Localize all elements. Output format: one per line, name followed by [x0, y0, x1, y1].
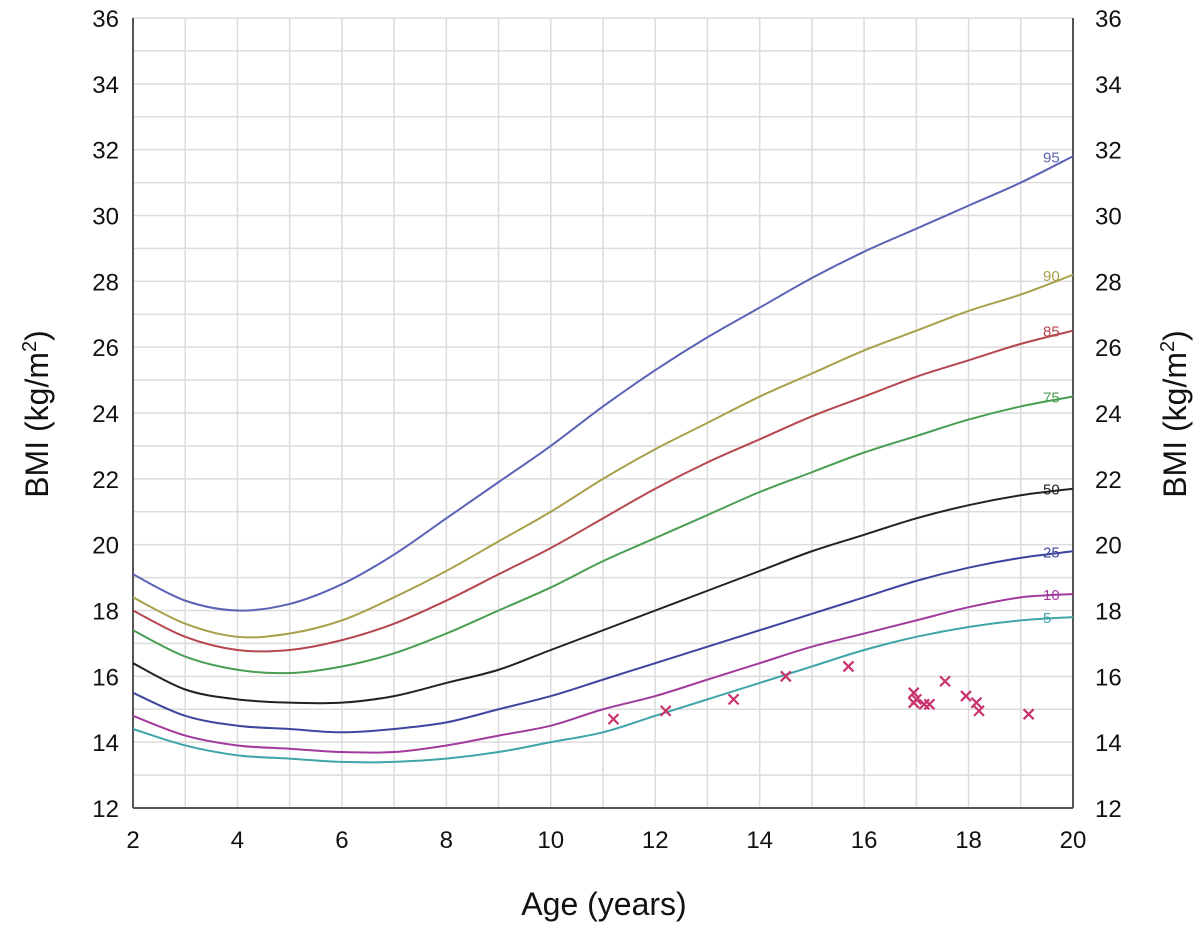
- y-tick-label-left: 32: [92, 138, 119, 165]
- y-tick-label-right: 28: [1095, 269, 1122, 296]
- scatter-point: [923, 698, 936, 711]
- y-tick-label-left: 18: [92, 599, 119, 626]
- y-tick-label-left: 16: [92, 664, 119, 691]
- y-tick-label-left: 26: [92, 335, 119, 362]
- x-tick-label: 16: [851, 827, 878, 854]
- y-tick-label-right: 30: [1095, 204, 1122, 231]
- percentile-label-10: 10: [1043, 587, 1060, 604]
- scatter-point: [1022, 708, 1035, 720]
- scatter-point: [973, 705, 985, 717]
- percentile-label-5: 5: [1043, 610, 1051, 627]
- percentile-label-95: 95: [1043, 149, 1060, 166]
- y-tick-label-left: 14: [92, 730, 119, 757]
- y-tick-label-right: 36: [1095, 6, 1122, 33]
- percentile-curve-25: [132, 550, 1074, 734]
- y-axis-title-left: BMI (kg/m2): [19, 330, 55, 498]
- y-tick-label-left: 20: [92, 533, 119, 560]
- y-tick-label-right: 34: [1095, 72, 1122, 99]
- scatter-point: [607, 713, 620, 725]
- axes: [132, 18, 1074, 809]
- y-tick-label-right: 18: [1095, 599, 1122, 626]
- y-tick-label-left: 24: [92, 401, 119, 428]
- y-tick-label-right: 26: [1095, 335, 1122, 362]
- y-tick-label-left: 28: [92, 269, 119, 296]
- x-axis-title: Age (years): [521, 886, 686, 922]
- percentile-curve-50: [132, 487, 1074, 705]
- scatter-point: [907, 696, 920, 709]
- scatter-points: [607, 660, 1035, 725]
- percentile-label-85: 85: [1043, 324, 1060, 341]
- percentile-curve-85: [132, 329, 1074, 653]
- scatter-point: [960, 690, 972, 702]
- scatter-point: [842, 660, 855, 673]
- y-tick-label-left: 30: [92, 204, 119, 231]
- x-tick-label: 18: [955, 827, 982, 854]
- percentile-curve-75: [132, 395, 1074, 675]
- y-tick-label-right: 22: [1095, 467, 1122, 494]
- scatter-point: [939, 675, 951, 688]
- y-tick-label-right: 32: [1095, 138, 1122, 165]
- x-tick-label: 8: [440, 827, 453, 854]
- percentile-label-25: 25: [1043, 544, 1060, 561]
- percentile-label-75: 75: [1043, 390, 1060, 407]
- y-tick-label-left: 22: [92, 467, 119, 494]
- grid-lines: [132, 17, 1074, 809]
- percentile-curves: [132, 155, 1074, 764]
- y-axis-title-right: BMI (kg/m2): [1157, 330, 1193, 498]
- y-tick-label-right: 20: [1095, 533, 1122, 560]
- x-tick-label: 2: [126, 827, 139, 854]
- percentile-curve-labels: 95 90 85 75 50 25 10 5: [1043, 149, 1060, 627]
- y-tick-label-left: 34: [92, 72, 119, 99]
- percentile-label-50: 50: [1043, 482, 1060, 499]
- x-tick-label: 10: [537, 827, 564, 854]
- percentile-curve-5: [132, 616, 1074, 764]
- y-tick-label-right: 12: [1095, 796, 1122, 823]
- x-tick-label: 12: [642, 827, 669, 854]
- scatter-point: [970, 696, 983, 709]
- scatter-point: [659, 705, 672, 717]
- percentile-curve-10: [132, 593, 1074, 754]
- y-tick-label-right: 24: [1095, 401, 1122, 428]
- y-tick-label-right: 16: [1095, 664, 1122, 691]
- y-tick-label-left: 36: [92, 6, 119, 33]
- x-tick-label: 4: [231, 827, 244, 854]
- percentile-curve-90: [132, 273, 1074, 639]
- percentile-label-90: 90: [1043, 268, 1060, 285]
- scatter-point: [907, 687, 920, 699]
- x-tick-label: 14: [746, 827, 773, 854]
- scatter-point: [727, 693, 740, 706]
- y-tick-label-left: 12: [92, 796, 119, 823]
- percentile-curve-95: [132, 155, 1074, 612]
- x-tick-label: 6: [335, 827, 348, 854]
- scatter-point: [780, 670, 792, 683]
- y-tick-label-right: 14: [1095, 730, 1122, 757]
- x-tick-label: 20: [1060, 827, 1087, 854]
